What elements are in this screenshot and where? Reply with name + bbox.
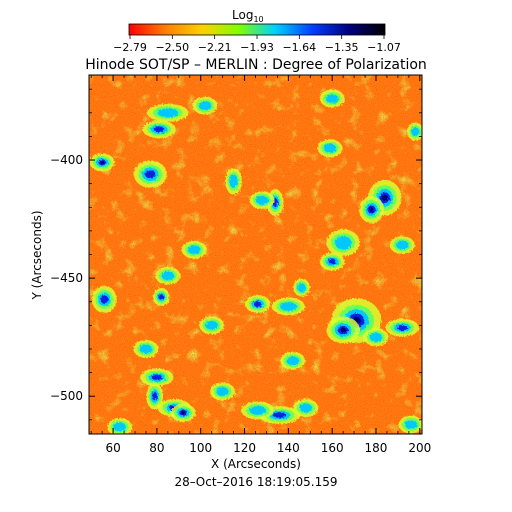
region-body [297, 283, 306, 293]
region-core [253, 301, 262, 307]
region-core [145, 169, 156, 179]
colorbar-label: Log10 [232, 8, 264, 24]
region-body [404, 420, 418, 430]
region-body [249, 405, 267, 415]
region-body [113, 422, 126, 432]
y-axis-label: Y (Arcseconds) [30, 210, 44, 300]
region-body [325, 94, 339, 104]
polarization-image [89, 75, 422, 434]
x-tick-label: 200 [408, 441, 431, 455]
region-body [280, 301, 297, 311]
region-core [328, 258, 337, 265]
colorbar-tick-label: −2.50 [155, 41, 189, 54]
region-peak [181, 411, 186, 415]
colorbar-tick-label: −1.64 [282, 41, 316, 54]
region-body [187, 245, 201, 255]
colorbar-tick-label: −1.93 [240, 41, 274, 54]
colorbar: Log10 −2.79 −2.50 −2.21 −1.93 −1.64 −1.35 −1.0… [113, 8, 401, 54]
region-body [411, 127, 420, 137]
region-core [152, 391, 158, 401]
region-body [286, 356, 299, 366]
region-body [198, 101, 212, 111]
polarized-regions [89, 89, 422, 434]
region-body [157, 108, 179, 118]
region-body [205, 320, 218, 330]
x-tick-label: 80 [149, 441, 164, 455]
region-peak [340, 327, 346, 333]
x-tick-label: 160 [321, 441, 344, 455]
region-core [273, 412, 287, 418]
x-tick-label: 140 [277, 441, 300, 455]
region-body [161, 271, 175, 281]
region-body [396, 240, 409, 250]
y-tick-label: −400 [50, 153, 83, 167]
region-peak [100, 160, 105, 164]
region-body [369, 332, 383, 342]
region-core [397, 324, 408, 331]
timestamp: 28–Oct–2016 18:19:05.159 [175, 475, 338, 489]
colorbar-tick-label: −2.79 [113, 41, 147, 54]
x-tick-label: 60 [105, 441, 120, 455]
region-core [151, 374, 163, 381]
region-body [334, 235, 352, 250]
colorbar-tick-label: −2.21 [198, 41, 232, 54]
colorbar-tick-label: −1.35 [325, 41, 359, 54]
colorbar-tick-label: −1.07 [367, 41, 401, 54]
region-peak [369, 207, 374, 212]
figure-title: Hinode SOT/SP – MERLIN : Degree of Polar… [85, 57, 427, 73]
region-core [100, 295, 109, 304]
x-axis-label: X (Arcseconds) [211, 457, 301, 471]
x-tick-label: 180 [365, 441, 388, 455]
x-axis: 60 80 100 120 140 160 180 200 [90, 75, 431, 455]
region-peak [381, 194, 388, 201]
region-body [139, 344, 153, 354]
x-tick-label: 120 [233, 441, 256, 455]
colorbar-gradient-bar [128, 23, 386, 36]
image-texture-red [89, 75, 422, 434]
y-axis: −400 −450 −500 [50, 88, 422, 421]
region-body [255, 195, 269, 205]
y-tick-label: −450 [50, 271, 83, 285]
region-body [229, 174, 238, 189]
colorbar-ticks: −2.79 −2.50 −2.21 −1.93 −1.64 −1.35 −1.07 [113, 35, 401, 54]
region-core [153, 126, 165, 133]
x-tick-label: 100 [189, 441, 212, 455]
region-body [299, 403, 313, 413]
region-body [216, 386, 229, 396]
y-tick-label: −500 [50, 389, 83, 403]
region-body [323, 143, 337, 153]
region-core [158, 294, 164, 300]
